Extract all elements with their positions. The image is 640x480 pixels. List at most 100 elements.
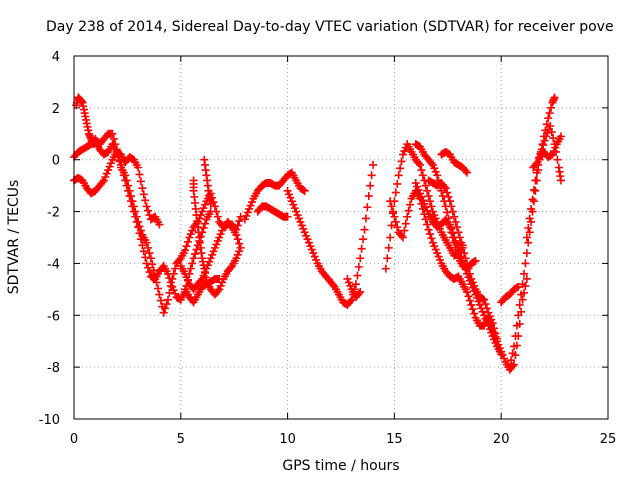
data-point	[346, 297, 355, 306]
data-point	[512, 283, 521, 292]
data-point	[467, 300, 476, 309]
data-point	[188, 259, 197, 268]
data-point	[522, 249, 531, 258]
data-point	[491, 329, 500, 338]
data-point	[542, 120, 551, 129]
data-point	[138, 241, 147, 250]
data-point	[445, 197, 454, 206]
data-point	[418, 171, 427, 180]
data-point	[463, 168, 472, 177]
data-point	[386, 233, 395, 242]
y-axis-label: SDTVAR / TECUs	[6, 180, 22, 295]
data-point	[388, 207, 397, 216]
data-point	[189, 254, 198, 263]
data-point	[387, 221, 396, 230]
data-point	[398, 233, 407, 242]
data-point	[547, 151, 556, 160]
data-point	[454, 228, 463, 237]
data-point	[356, 287, 365, 296]
data-point	[453, 223, 462, 232]
data-point	[522, 274, 531, 283]
data-point	[417, 166, 426, 175]
data-point	[451, 243, 460, 252]
data-point	[552, 147, 561, 156]
data-point	[356, 254, 365, 263]
data-point	[226, 221, 235, 230]
data-point	[141, 253, 150, 262]
data-point	[369, 160, 378, 169]
data-point	[404, 206, 413, 215]
x-tick-label: 20	[493, 432, 510, 447]
data-point	[406, 200, 415, 209]
data-point	[518, 295, 527, 304]
data-point	[182, 242, 191, 251]
data-point	[445, 223, 454, 232]
data-point	[175, 255, 184, 264]
y-tick-label: -2	[47, 206, 60, 221]
data-point	[544, 114, 553, 123]
data-point	[196, 276, 205, 285]
data-point	[391, 217, 400, 226]
x-tick-label: 25	[600, 432, 617, 447]
data-point	[149, 266, 158, 275]
data-point	[532, 168, 541, 177]
data-point	[208, 287, 217, 296]
y-tick-label: -8	[47, 361, 60, 376]
data-point	[448, 207, 457, 216]
data-point	[448, 233, 457, 242]
data-point	[159, 308, 168, 317]
data-point	[527, 204, 536, 213]
data-point	[416, 160, 425, 169]
data-point	[139, 247, 148, 256]
data-point	[206, 199, 215, 208]
data-point	[124, 186, 133, 195]
data-point	[539, 141, 548, 150]
y-tick-label: -6	[47, 309, 60, 324]
data-point	[427, 159, 436, 168]
y-tick-label: 0	[52, 154, 60, 169]
data-point	[390, 212, 399, 221]
data-point	[510, 342, 519, 351]
chart-title: Day 238 of 2014, Sidereal Day-to-day VTE…	[46, 19, 614, 35]
data-point	[517, 290, 526, 299]
data-point	[438, 192, 447, 201]
data-point	[480, 295, 489, 304]
data-point	[524, 223, 533, 232]
data-point	[383, 254, 392, 263]
data-point	[471, 256, 480, 265]
x-tick-label: 15	[386, 432, 403, 447]
data-point	[363, 203, 372, 212]
data-point	[522, 233, 531, 242]
data-point	[145, 268, 154, 277]
data-point	[206, 207, 215, 216]
data-point	[549, 134, 558, 143]
data-point	[478, 294, 487, 303]
data-point	[201, 219, 210, 228]
data-point	[490, 324, 499, 333]
data-point	[531, 186, 540, 195]
data-point	[497, 350, 506, 359]
data-point	[135, 170, 144, 179]
data-point	[183, 237, 192, 246]
data-point	[210, 202, 219, 211]
data-point	[163, 269, 172, 278]
data-point	[108, 129, 117, 138]
data-point	[109, 134, 118, 143]
data-point	[401, 219, 410, 228]
data-point	[482, 304, 491, 313]
data-point	[525, 228, 534, 237]
data-point	[447, 202, 456, 211]
data-point	[514, 311, 523, 320]
data-point	[142, 259, 151, 268]
data-point	[161, 304, 170, 313]
data-point	[465, 269, 474, 278]
data-point	[154, 284, 163, 293]
data-point	[367, 171, 376, 180]
x-axis-label: GPS time / hours	[282, 458, 399, 474]
data-point	[512, 321, 521, 330]
data-point	[553, 155, 562, 164]
data-point	[233, 235, 242, 244]
data-point	[521, 259, 530, 268]
data-point	[470, 257, 479, 266]
data-point	[400, 226, 409, 235]
